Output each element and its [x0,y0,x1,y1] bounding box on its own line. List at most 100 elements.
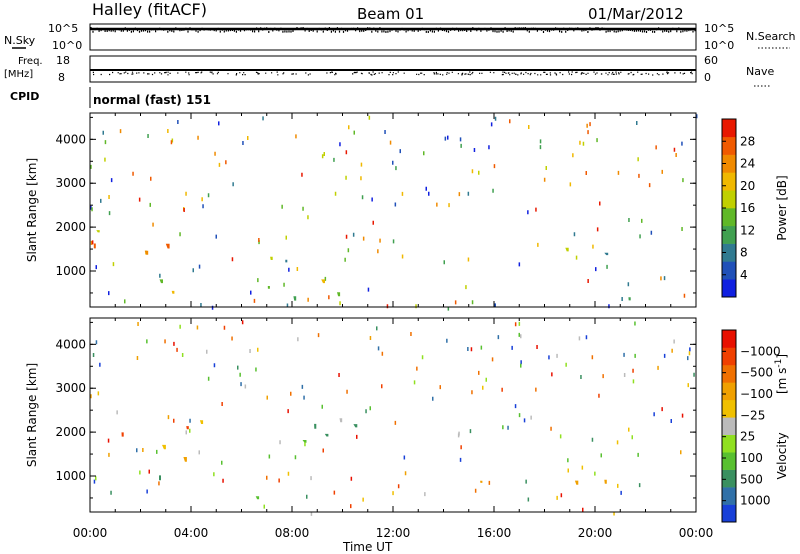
colorbar-segment [722,399,736,418]
echo-cells-level-3 [108,134,641,311]
echo-cells-level-9 [91,147,676,309]
echo-cells-level-7 [90,123,677,302]
colorbar-segment [722,330,736,348]
colorbar-segment [722,417,736,436]
colorbar-segment [722,225,736,244]
cpid-label: CPID [10,90,39,103]
colorbar-unit-text: [m s [775,368,789,394]
nave-tick-top: 60 [704,54,718,67]
x-tick-label: 04:00 [174,526,209,540]
colorbar-unit-close: ] [775,354,789,359]
freq-label-line1: Freq. [18,56,43,67]
colorbar-tick-label: 100 [740,451,763,465]
y-axis-label: Slant Range [km] [25,363,39,467]
colorbar-tick-label: 28 [740,134,755,148]
colorbar-tick-label: 500 [740,472,763,486]
echo-cells-level-6 [108,125,594,294]
echo-cells-level-3 [146,321,639,500]
colorbar-segment [722,119,736,138]
colorbar-segment [722,279,736,298]
colorbar-tick-label: 1000 [740,494,771,508]
echo-cells-level-8 [93,119,686,305]
echo-cells-level-1 [95,335,689,453]
power-panel: 1000 2000 3000 4000 Slant Range [km] 4 8 12 16 20… [25,112,789,311]
y-axis-label: Slant Range [km] [25,158,39,262]
colorbar-segment [722,487,736,505]
nsearch-tick-bottom: 10^0 [704,39,734,52]
echo-cells-level-1 [177,114,698,308]
date-title: 01/Mar/2012 [588,5,684,23]
colorbar-segment [722,504,736,523]
colorbar-segment [722,364,736,383]
echo-cells-level-5 [116,334,675,516]
colorbar-label: Velocity [775,432,789,479]
colorbar-segment [722,154,736,173]
colorbar-segment [722,469,736,488]
x-tick-label: 00:00 [679,526,714,540]
nsky-tick-bottom: 10^0 [52,39,82,52]
echo-cells-level-4 [95,321,635,509]
colorbar-tick-label: 16 [740,201,755,215]
colorbar-segment [722,136,736,155]
colorbar-tick-label: 12 [740,223,755,237]
colorbar-segment [722,382,736,401]
nsky-label: N.Sky [4,34,36,47]
colorbar-tick-label: 24 [740,157,755,171]
colorbar-tick-label: −500 [740,366,773,380]
freq-trace [90,69,696,76]
colorbar-tick-label: 25 [740,430,755,444]
y-tick-label: 3000 [55,381,86,395]
nsky-panel-frame [89,23,697,51]
x-tick-label: 16:00 [477,526,512,540]
echo-cells-level-10 [107,320,684,512]
colorbar-segment [722,172,736,191]
x-tick-label: 00:00 [73,526,108,540]
colorbar-segment [722,347,736,366]
panel-frame [89,112,697,308]
echo-cells-level-0 [93,335,691,495]
echo-cells-level-0 [90,121,610,310]
colorbar-tick-label: 20 [740,179,755,193]
colorbar-segment [722,190,736,209]
y-tick-label: 2000 [55,220,86,234]
nsky-tick-top: 10^5 [48,22,78,35]
echo-cells-level-7 [90,322,682,485]
y-tick-label: 2000 [55,425,86,439]
y-tick-label: 4000 [55,132,86,146]
echo-cells-level-9 [121,322,634,509]
echo-cells-level-8 [158,332,604,493]
echo-cells-level-2 [92,326,695,502]
colorbar-label: Power [dB] [775,175,789,240]
nsearch-label: N.Search [746,30,796,43]
y-tick-label: 1000 [55,264,86,278]
nave-trace-dots [92,71,693,76]
colorbar-segment [722,452,736,470]
colorbar-tick-label: −25 [740,408,765,422]
beam-title: Beam 01 [357,5,424,23]
colorbar-segment [722,261,736,280]
echo-cells-level-4 [90,130,684,305]
colorbar-segment [722,208,736,227]
colorbar-segment [722,243,736,262]
freq-tick-top: 18 [56,54,70,67]
nsky-trace [90,27,696,33]
station-title: Halley (fitACF) [92,0,207,19]
nave-label: Nave [746,65,774,78]
x-tick-label: 08:00 [275,526,310,540]
time-axis: 00:00 04:00 08:00 12:00 16:00 20:00 00:00 [73,526,714,540]
colorbar-unit-label: [m s-1] [774,354,789,394]
nsearch-tick-top: 10^5 [704,22,734,35]
y-tick-label: 4000 [55,337,86,351]
time-axis-label: Time UT [342,540,393,554]
colorbar-tick-label: −1000 [740,344,781,358]
colorbar-tick-label: 8 [740,246,748,260]
cpid-value: normal (fast) 151 [93,93,211,107]
freq-label-line2: [MHz] [4,69,33,80]
y-tick-label: 1000 [55,469,86,483]
colorbar-tick-label: −100 [740,387,773,401]
colorbar-segment [722,434,736,453]
colorbar-frame [721,329,737,523]
velocity-panel: 1000 2000 3000 4000 Slant Range [km] 1000 500 1… [25,317,789,523]
x-tick-label: 12:00 [376,526,411,540]
